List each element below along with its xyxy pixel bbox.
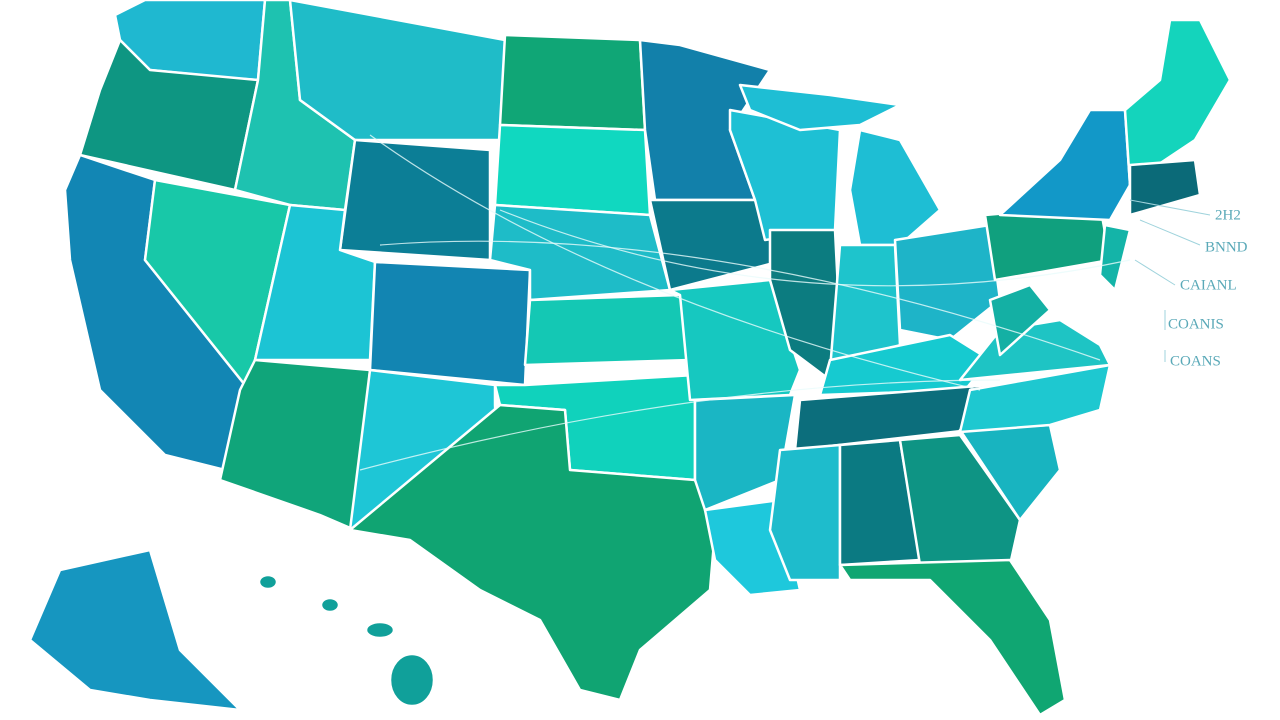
route-line bbox=[369, 134, 981, 391]
wyoming bbox=[338, 138, 492, 262]
north-carolina bbox=[958, 363, 1112, 434]
mississippi bbox=[768, 443, 842, 582]
montana bbox=[288, 0, 507, 142]
colorado bbox=[368, 260, 532, 387]
arkansas bbox=[693, 393, 797, 512]
michigan-upper bbox=[738, 83, 902, 132]
michigan-lower bbox=[848, 128, 942, 247]
texas bbox=[348, 403, 717, 702]
new-york bbox=[998, 108, 1132, 222]
hawaii-island bbox=[257, 573, 279, 591]
georgia bbox=[898, 433, 1022, 567]
annotation-label: CAIANL bbox=[1180, 277, 1237, 293]
hawaii-island bbox=[319, 596, 341, 614]
hawaii-island bbox=[364, 620, 396, 640]
wisconsin bbox=[728, 108, 842, 242]
north-dakota bbox=[498, 33, 647, 132]
leader-line bbox=[1134, 259, 1176, 286]
florida bbox=[838, 558, 1067, 717]
massachusetts bbox=[1128, 158, 1202, 217]
states bbox=[28, 0, 1232, 717]
west-virginia bbox=[988, 283, 1052, 357]
route-line bbox=[379, 240, 1101, 361]
annotation-label: COANS bbox=[1170, 353, 1221, 369]
annotation-label: BNND bbox=[1205, 239, 1248, 255]
hawaii-island bbox=[388, 652, 436, 708]
leader-line bbox=[1129, 199, 1211, 216]
annotation-label: 2H2 bbox=[1215, 207, 1241, 223]
routes bbox=[359, 134, 1131, 471]
new-jersey bbox=[1098, 223, 1132, 292]
kansas bbox=[523, 293, 692, 367]
annotation-label: COANIS bbox=[1168, 316, 1224, 332]
route-line bbox=[499, 209, 1131, 287]
south-dakota bbox=[493, 123, 652, 217]
alaska bbox=[28, 548, 242, 712]
annotations: 2H2 BNND CAIANL COANIS COANS bbox=[1129, 199, 1248, 369]
leader-line bbox=[1139, 219, 1201, 246]
route-line bbox=[359, 379, 1001, 471]
arizona bbox=[218, 358, 372, 532]
